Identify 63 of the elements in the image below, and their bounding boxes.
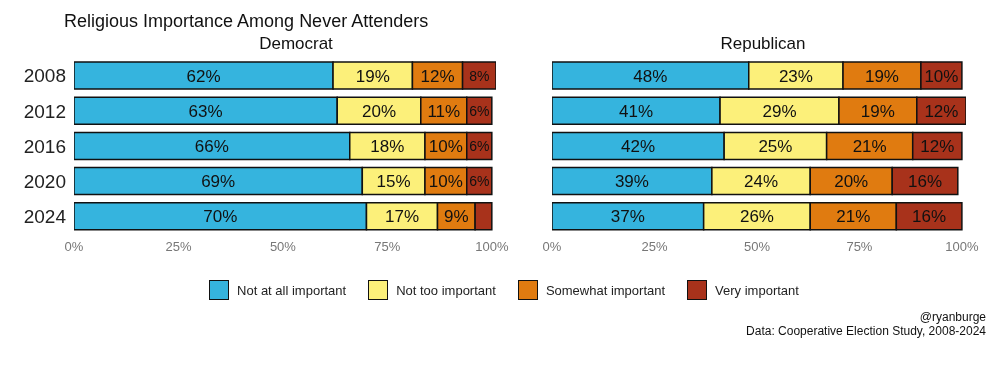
chart-title: Religious Importance Among Never Attenders xyxy=(63,10,430,33)
data-label: 6% xyxy=(469,137,490,154)
data-label: 10% xyxy=(428,137,463,157)
legend-label: Not at all important xyxy=(237,282,347,298)
legend-label: Somewhat important xyxy=(545,282,666,298)
x-tick-label: 100% xyxy=(475,239,509,255)
data-label: 39% xyxy=(614,172,649,192)
data-label: 18% xyxy=(370,137,405,157)
data-label: 12% xyxy=(420,66,455,86)
data-label: 62% xyxy=(186,66,221,86)
data-label: 37% xyxy=(610,207,645,227)
data-label: 16% xyxy=(912,207,947,227)
x-tick-label: 25% xyxy=(641,239,668,255)
data-label: 26% xyxy=(739,207,774,227)
legend-label: Not too important xyxy=(396,282,496,298)
data-label: 6% xyxy=(469,102,490,119)
data-label: 15% xyxy=(376,172,411,192)
data-label: 20% xyxy=(361,101,397,121)
x-tick-label: 50% xyxy=(743,239,771,255)
text: Data: Cooperative Election Study, 2008-2024 xyxy=(745,324,986,338)
y-tick-label: 2012 xyxy=(23,100,66,122)
data-label: 8% xyxy=(469,67,490,84)
data-label: 24% xyxy=(744,172,779,192)
legend-label: Very important xyxy=(715,282,799,298)
x-tick-label: 0% xyxy=(542,239,562,255)
data-label: 12% xyxy=(920,137,955,157)
x-tick-label: 0% xyxy=(64,239,84,255)
data-label: 69% xyxy=(201,172,236,192)
x-tick-label: 75% xyxy=(374,239,401,255)
data-label: 12% xyxy=(924,101,959,121)
y-tick-label: 2008 xyxy=(23,65,66,87)
data-label: 29% xyxy=(762,101,797,121)
data-label: 19% xyxy=(860,101,895,121)
data-label: 6% xyxy=(469,173,490,190)
x-tick-label: 50% xyxy=(269,239,297,255)
data-label: 66% xyxy=(194,137,229,157)
y-tick-label: 2024 xyxy=(23,206,67,228)
data-label: 11% xyxy=(427,101,461,121)
x-tick-label: 25% xyxy=(165,239,192,255)
data-label: 21% xyxy=(836,207,871,227)
data-label: 25% xyxy=(758,137,793,157)
data-label: 17% xyxy=(384,207,420,227)
chart-subtitle: Republican xyxy=(719,34,807,55)
y-tick-label: 2016 xyxy=(23,135,66,157)
data-label: 63% xyxy=(188,101,223,121)
data-label: 10% xyxy=(428,172,463,192)
data-label: 70% xyxy=(203,207,238,227)
x-tick-label: 100% xyxy=(945,239,979,255)
data-label: 9% xyxy=(444,207,469,227)
data-label: 23% xyxy=(778,66,813,86)
y-tick-label: 2020 xyxy=(23,170,66,192)
x-tick-label: 75% xyxy=(846,239,873,255)
chart-subtitle: Democrat xyxy=(258,34,334,55)
data-label: 20% xyxy=(834,172,869,192)
data-label: 19% xyxy=(355,66,390,86)
data-label: 41% xyxy=(619,101,654,121)
data-label: 19% xyxy=(864,66,899,86)
data-label: 10% xyxy=(924,66,959,86)
text: @ryanburge xyxy=(918,310,986,324)
data-label: 42% xyxy=(621,137,656,157)
data-label: 21% xyxy=(852,137,887,157)
data-label: 48% xyxy=(633,66,668,86)
data-label: 16% xyxy=(907,172,943,192)
